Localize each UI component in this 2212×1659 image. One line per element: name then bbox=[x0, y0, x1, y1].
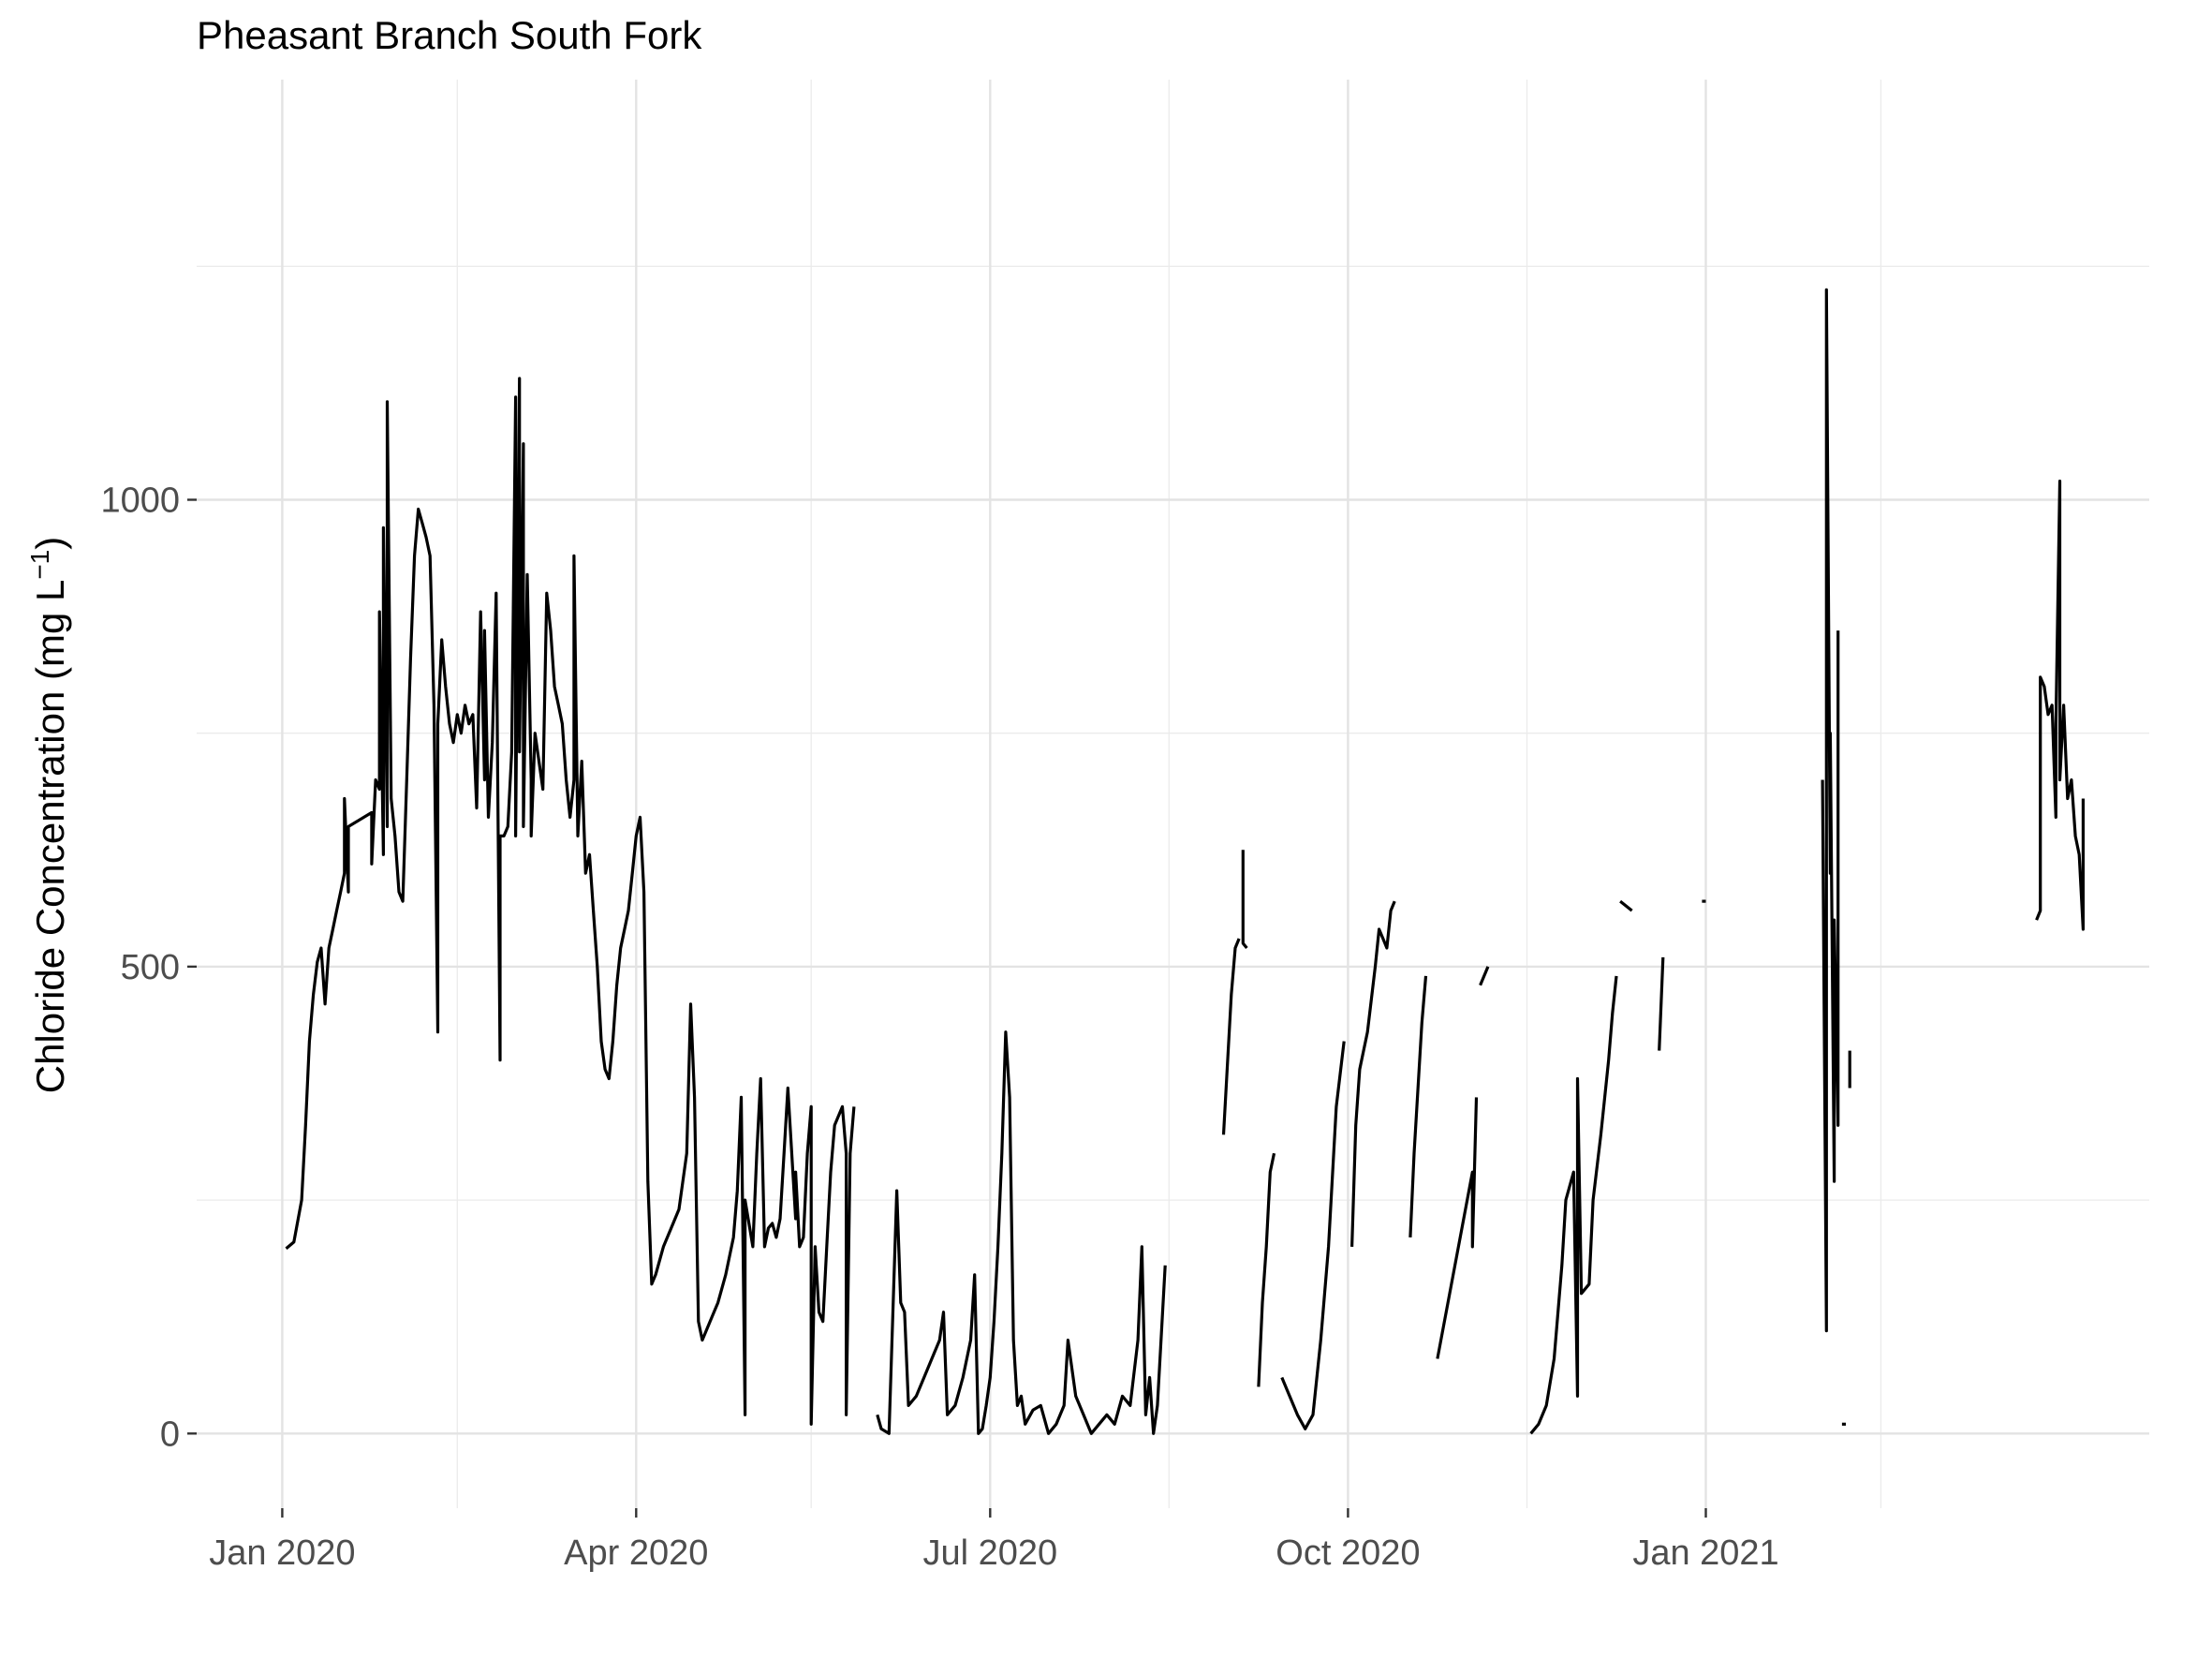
series-line-segment bbox=[1529, 975, 1618, 1435]
y-axis-title-superscript: −1 bbox=[25, 550, 54, 580]
series-line-segment bbox=[1479, 966, 1490, 986]
y-tick-label: 500 bbox=[121, 948, 180, 987]
x-tick-label: Jan 2020 bbox=[209, 1533, 355, 1573]
series-line-segment bbox=[1280, 1041, 1346, 1430]
y-axis: 0 500 1000 bbox=[100, 481, 197, 1454]
x-tick-label: Jul 2020 bbox=[922, 1533, 1057, 1573]
y-axis-title-main: Chloride Concentration (mg L bbox=[28, 580, 72, 1094]
series-line-segment bbox=[1241, 850, 1248, 950]
x-tick-label: Oct 2020 bbox=[1276, 1533, 1420, 1573]
series-line-segment bbox=[1619, 899, 1633, 912]
series-line-segment bbox=[1408, 975, 1428, 1237]
series-line-segment bbox=[2035, 480, 2085, 931]
x-tick-label: Jan 2021 bbox=[1632, 1533, 1778, 1573]
series-line-segment bbox=[1221, 938, 1241, 1135]
series-line-segment bbox=[1658, 956, 1665, 1051]
y-tick-label: 0 bbox=[160, 1415, 180, 1454]
chart-title: Pheasant Branch South Fork bbox=[197, 13, 702, 57]
series-line-segment bbox=[1436, 1097, 1479, 1359]
series-line-segment bbox=[1821, 288, 1840, 1333]
y-axis-title-close: ) bbox=[28, 537, 72, 550]
y-axis-title: Chloride Concentration (mg L−1) bbox=[25, 537, 72, 1094]
series-line-segment bbox=[285, 377, 856, 1426]
x-tick-label: Apr 2020 bbox=[564, 1533, 708, 1573]
y-tick-label: 1000 bbox=[100, 481, 180, 521]
x-axis: Jan 2020 Apr 2020 Jul 2020 Oct 2020 Jan 2021 bbox=[209, 1508, 1779, 1573]
series-line-segment bbox=[1257, 1152, 1276, 1387]
series-line-segment bbox=[876, 1030, 1167, 1435]
data-series bbox=[285, 288, 2085, 1435]
series-line-segment bbox=[1350, 900, 1396, 1247]
